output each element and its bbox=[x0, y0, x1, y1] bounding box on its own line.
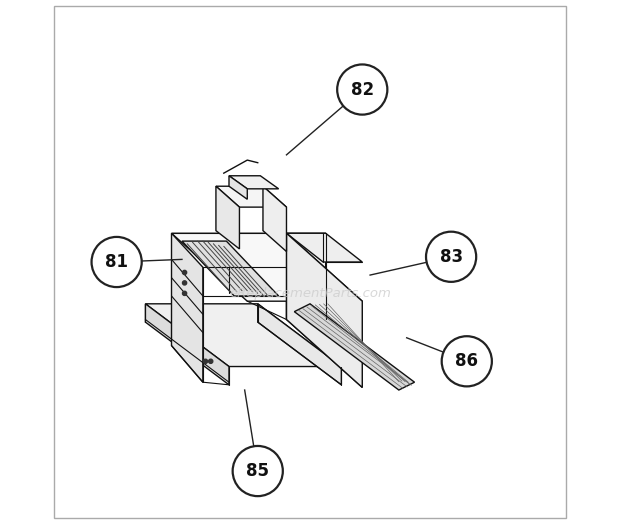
Polygon shape bbox=[172, 233, 203, 382]
Text: 86: 86 bbox=[455, 352, 478, 370]
Circle shape bbox=[232, 446, 283, 496]
Polygon shape bbox=[216, 186, 286, 207]
Text: 82: 82 bbox=[351, 81, 374, 99]
Polygon shape bbox=[286, 233, 362, 387]
Circle shape bbox=[182, 270, 187, 275]
Polygon shape bbox=[216, 186, 239, 249]
Circle shape bbox=[182, 281, 187, 285]
Polygon shape bbox=[229, 176, 278, 189]
Polygon shape bbox=[286, 233, 362, 387]
Polygon shape bbox=[229, 176, 247, 199]
Polygon shape bbox=[294, 304, 415, 390]
Polygon shape bbox=[145, 304, 229, 385]
Polygon shape bbox=[172, 233, 362, 301]
Polygon shape bbox=[263, 186, 286, 252]
Circle shape bbox=[203, 359, 208, 363]
Text: 85: 85 bbox=[246, 462, 269, 480]
Polygon shape bbox=[286, 233, 362, 262]
Polygon shape bbox=[145, 304, 342, 366]
Text: eReplacementParts.com: eReplacementParts.com bbox=[229, 287, 391, 300]
Circle shape bbox=[337, 64, 388, 115]
Circle shape bbox=[208, 359, 213, 363]
Circle shape bbox=[182, 291, 187, 296]
Text: 83: 83 bbox=[440, 248, 463, 266]
Circle shape bbox=[441, 336, 492, 386]
Text: 81: 81 bbox=[105, 253, 128, 271]
Circle shape bbox=[92, 237, 142, 287]
Circle shape bbox=[426, 232, 476, 282]
Polygon shape bbox=[258, 304, 342, 385]
Polygon shape bbox=[182, 241, 278, 296]
